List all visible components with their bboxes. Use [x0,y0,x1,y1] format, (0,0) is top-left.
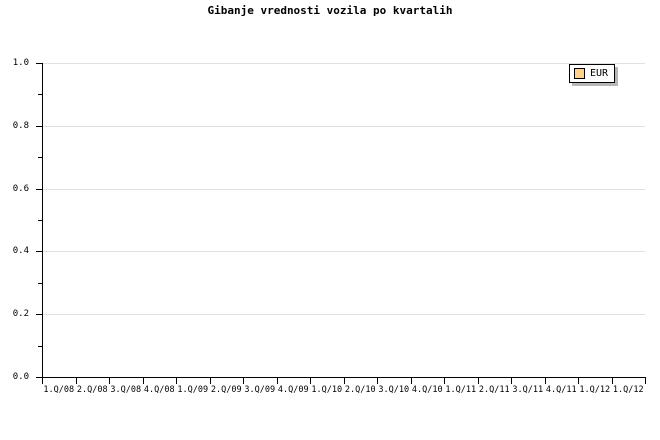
x-axis-tick [411,378,412,384]
chart-title: Gibanje vrednosti vozila po kvartalih [207,4,453,17]
x-axis-label: 3.Q/09 [244,385,276,395]
gridline-horizontal [42,251,645,253]
x-axis-label: 2.Q/08 [76,385,108,395]
x-axis-tick [344,378,345,384]
x-axis-label: 2.Q/09 [210,385,242,395]
x-axis-label: 1.Q/12 [579,385,611,395]
x-axis-tick [277,378,278,384]
x-axis-label: 4.Q/08 [143,385,175,395]
y-axis-tick-minor [38,94,42,96]
x-axis-label: 1.Q/08 [43,385,75,395]
y-axis-label: 0.2 [12,309,29,320]
gridline-horizontal [42,314,645,316]
plot-area [42,63,645,377]
y-axis-label: 0.6 [12,183,29,194]
x-axis-line [42,377,646,378]
x-axis-tick [478,378,479,384]
y-axis-tick-minor [38,157,42,159]
x-axis-tick [176,378,177,384]
x-axis-tick [243,378,244,384]
x-axis-tick [545,378,546,384]
y-axis-tick-major [36,377,42,378]
x-axis-tick [511,378,512,384]
y-axis-tick-major [36,188,42,190]
x-axis-label: 2.Q/10 [344,385,376,395]
y-axis-tick-major [36,314,42,316]
x-axis-label: 1.Q/10 [311,385,343,395]
y-axis-tick-minor [38,282,42,284]
y-axis-label: 1.0 [12,58,29,68]
y-axis-tick-major [36,125,42,127]
gridline-horizontal [42,63,645,64]
x-axis-tick [42,378,43,384]
x-axis-label: 4.Q/09 [277,385,309,395]
y-axis-tick-minor [38,345,42,347]
x-axis-tick [645,378,646,384]
x-axis-tick [76,378,77,384]
x-axis-label: 4.Q/10 [411,385,443,395]
x-axis-tick [310,378,311,384]
x-axis-tick [377,378,378,384]
chart-legend[interactable]: EUR [569,64,616,83]
y-axis-tick-major [36,251,42,253]
legend-swatch-eur [574,68,585,79]
y-axis-label: 0.4 [12,246,29,257]
x-axis-label: 3.Q/10 [378,385,410,395]
x-axis-label: 3.Q/08 [110,385,142,395]
x-axis-label: 1.Q/09 [177,385,209,395]
x-axis-label: 1.Q/12 [612,385,644,395]
y-axis-line [42,63,43,378]
gridline-horizontal [42,188,645,190]
y-axis-tick-minor [38,220,42,221]
x-axis-tick [444,378,445,384]
x-axis-tick [612,378,613,384]
y-axis-label: 0.8 [12,120,29,131]
x-axis-label: 2.Q/11 [478,385,510,395]
x-axis-label: 4.Q/11 [545,385,577,395]
x-axis-tick [109,378,110,384]
x-axis-tick [578,378,579,384]
legend-label-eur: EUR [590,68,609,79]
y-axis-label: 0.0 [12,372,29,382]
x-axis-label: 3.Q/11 [512,385,544,395]
x-axis-tick [143,378,144,384]
x-axis-tick [210,378,211,384]
y-axis-tick-major [36,63,42,64]
gridline-horizontal [42,125,645,127]
x-axis-label: 1.Q/11 [445,385,477,395]
